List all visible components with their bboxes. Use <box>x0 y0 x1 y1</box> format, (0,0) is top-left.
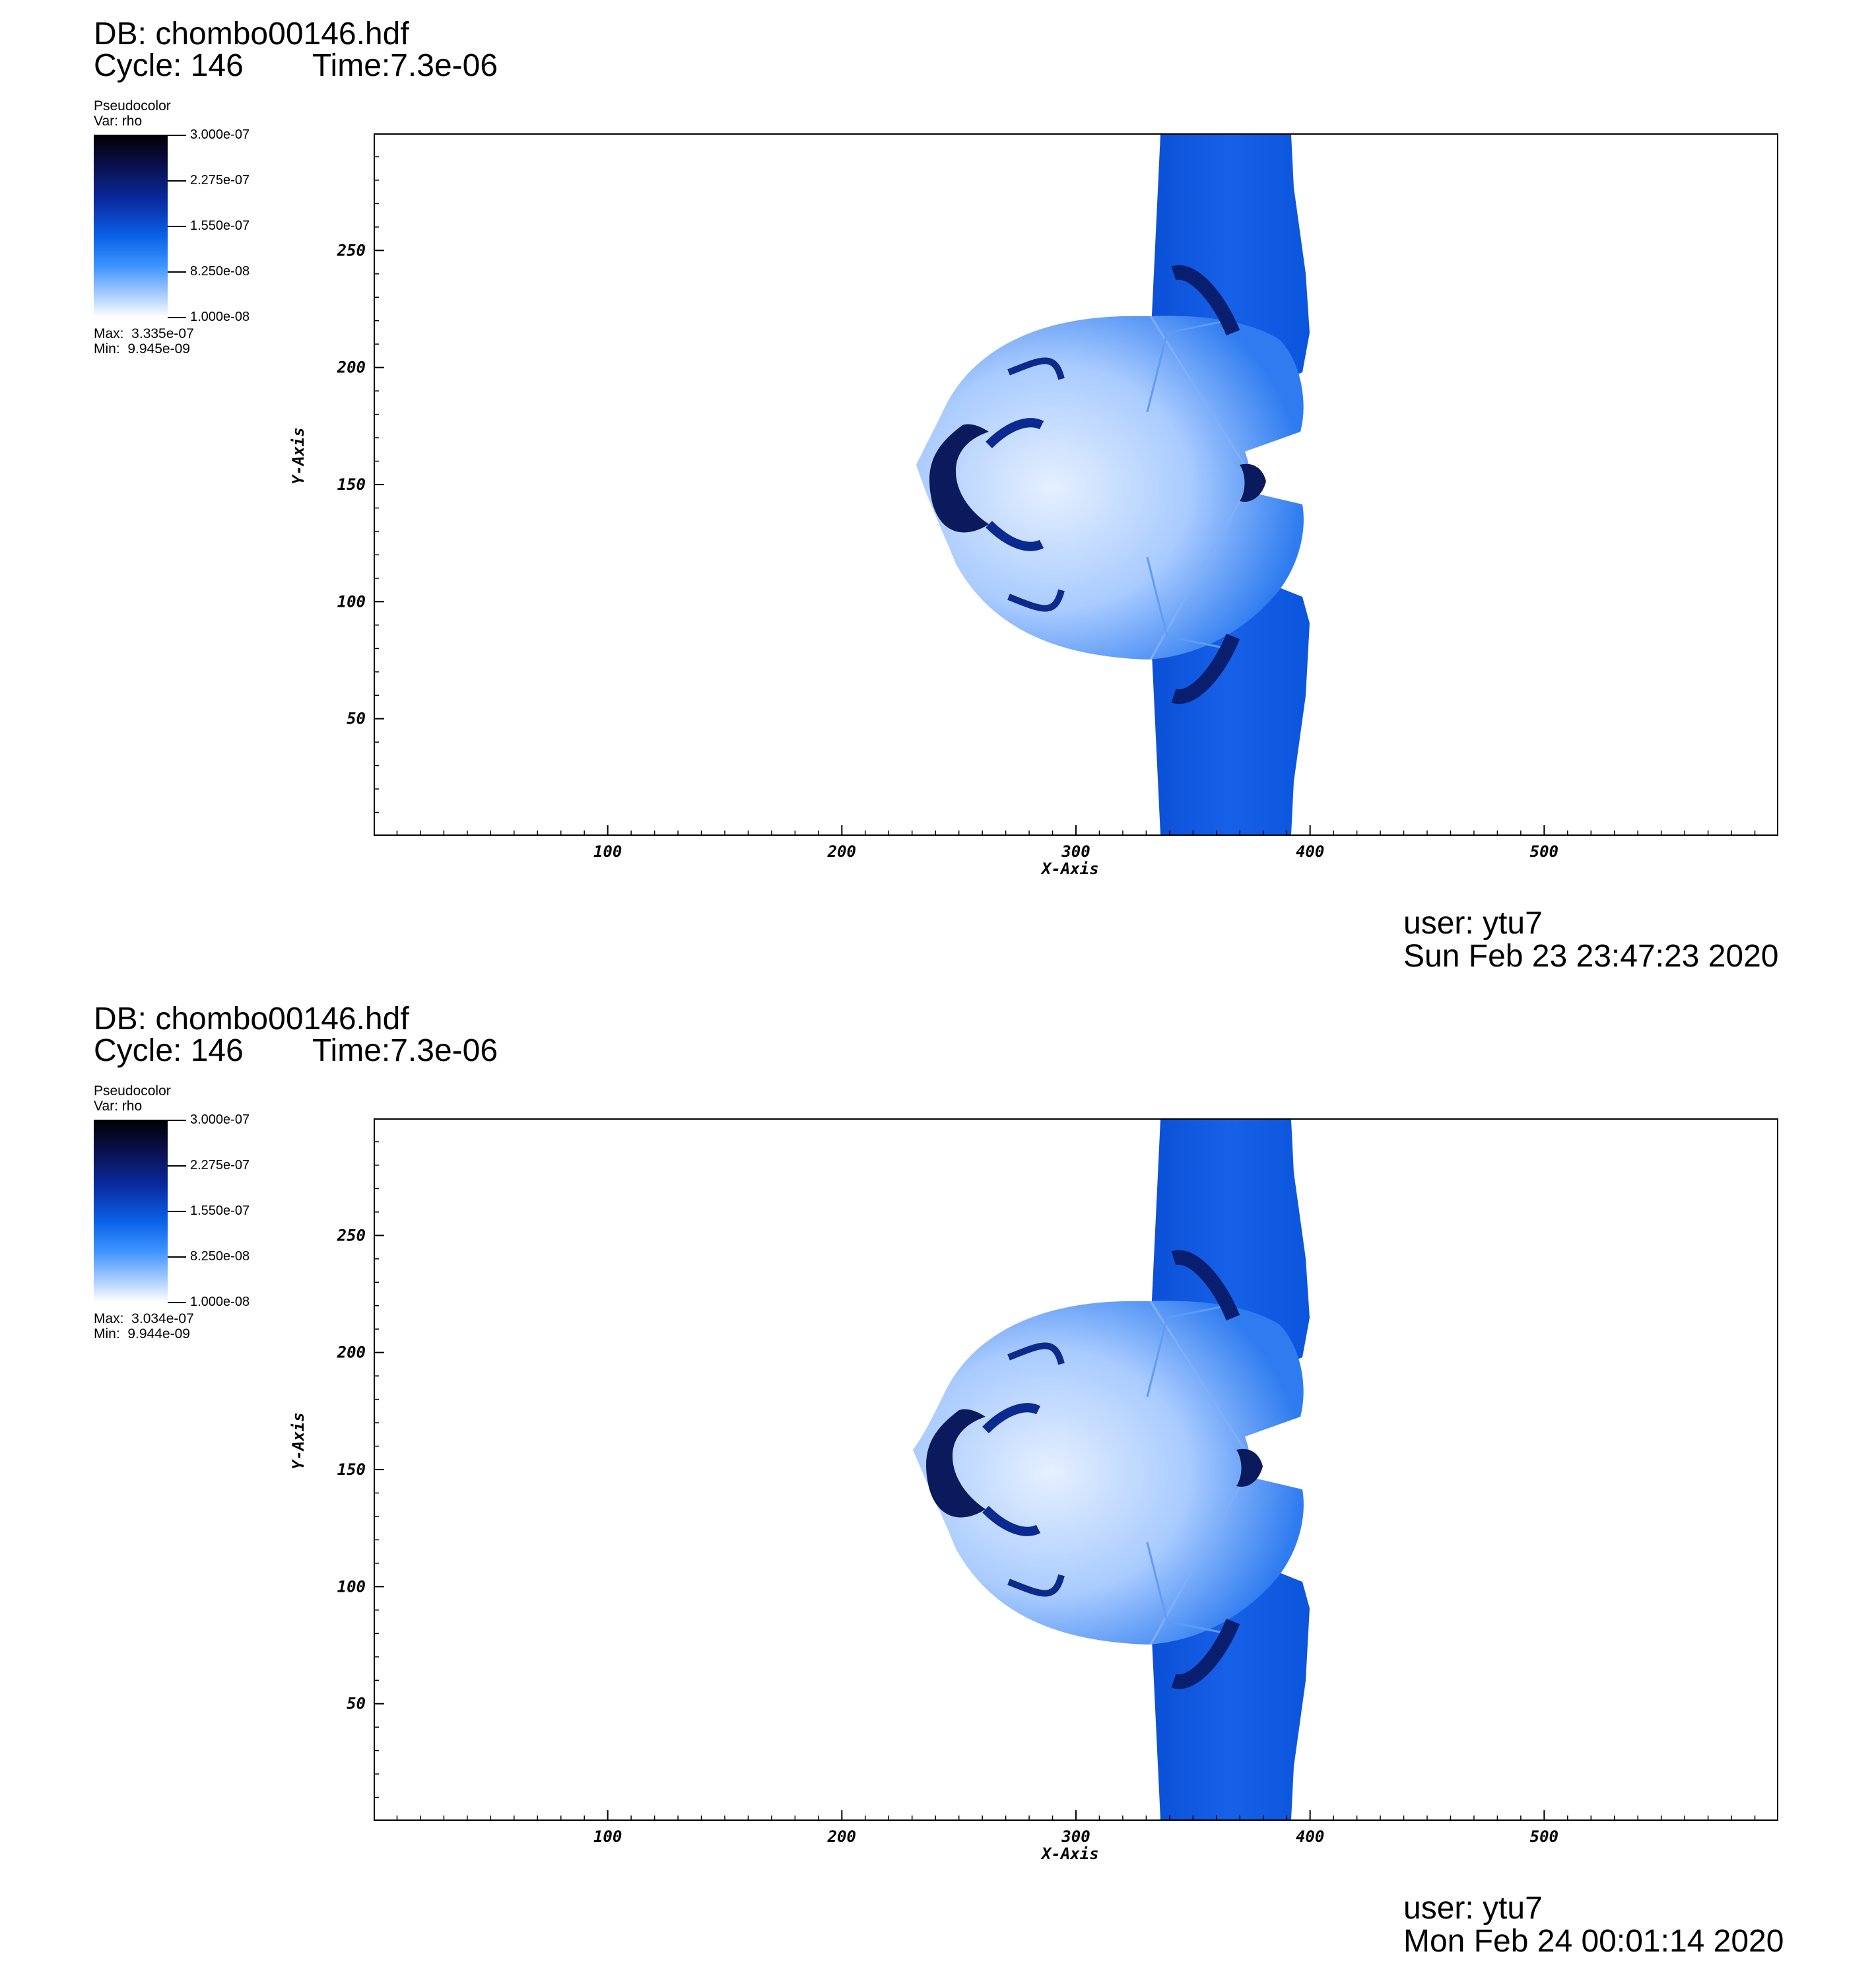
x-major-ticks: 100 200 300 400 500 <box>593 825 1558 861</box>
y-tick-label: 150 <box>337 1460 366 1479</box>
x-minor-ticks <box>396 1816 1756 1821</box>
bubble-region <box>913 1301 1304 1645</box>
y-tick-label: 100 <box>337 1577 366 1596</box>
plot-panel-1: DB: chombo00146.hdf Cycle: 146 Time:7.3e… <box>94 17 1779 974</box>
time-label: Time:7.3e-06 <box>312 1033 498 1068</box>
colorbar-tick-label: 8.250e-08 <box>190 1249 250 1264</box>
colorbar-tick <box>168 1256 186 1258</box>
legend-variable: Var: rho <box>94 114 143 129</box>
x-tick-label: 100 <box>593 1827 622 1846</box>
y-tick-label: 50 <box>347 710 366 728</box>
x-tick-label: 300 <box>1061 842 1090 861</box>
density-field <box>916 135 1310 834</box>
vortex-left <box>926 1409 986 1518</box>
colorbar-tick-label: 1.000e-08 <box>190 1295 250 1309</box>
colorbar-tick-label: 8.250e-08 <box>190 264 250 279</box>
x-tick-label: 100 <box>593 842 622 861</box>
colorbar-tick-label: 2.275e-07 <box>190 1158 250 1172</box>
plot-panel-2: DB: chombo00146.hdf Cycle: 146 Time:7.3e… <box>0 985 1876 1970</box>
database-label: DB: chombo00146.hdf <box>94 17 409 51</box>
colorbar-tick-label: 2.275e-07 <box>190 173 250 187</box>
y-tick-label: 200 <box>337 1343 366 1362</box>
x-tick-label: 300 <box>1061 1827 1090 1846</box>
colorbar-tick <box>168 135 186 136</box>
colorbar-tick-label: 1.550e-07 <box>190 1204 250 1218</box>
legend-variable: Var: rho <box>94 1099 143 1114</box>
axes: 100 200 300 400 500 50 100 150 200 250 <box>337 1141 1756 1846</box>
y-tick-label: 200 <box>337 358 366 377</box>
colorbar-tick <box>168 1120 186 1121</box>
x-tick-label: 400 <box>1296 1827 1324 1846</box>
bubble-region <box>916 316 1304 660</box>
colorbar <box>94 135 168 317</box>
legend-min: Min: 9.944e-09 <box>94 1326 190 1342</box>
colorbar-tick <box>168 1302 186 1303</box>
time-label: Time:7.3e-06 <box>312 48 498 83</box>
colorbar-tick <box>168 317 186 318</box>
user-label: user: ytu7 <box>1403 1891 1543 1926</box>
legend-max: Max: 3.335e-07 <box>94 326 194 341</box>
y-tick-label: 250 <box>337 1226 366 1244</box>
user-label: user: ytu7 <box>1403 906 1543 941</box>
x-axis-title: X-Axis <box>1042 1845 1099 1863</box>
y-axis-title: Y-Axis <box>289 427 308 485</box>
x-tick-label: 500 <box>1530 1827 1558 1846</box>
y-major-ticks: 50 100 150 200 250 <box>337 1226 384 1713</box>
cycle-label: Cycle: 146 <box>94 48 244 83</box>
y-major-ticks: 50 100 150 200 250 <box>337 241 384 728</box>
density-field <box>913 1120 1310 1819</box>
y-tick-label: 150 <box>337 475 366 494</box>
colorbar-tick-label: 1.000e-08 <box>190 310 250 324</box>
colorbar-tick <box>168 226 186 227</box>
x-tick-label: 200 <box>827 1827 856 1846</box>
vortex-left <box>929 424 989 533</box>
colorbar-tick <box>168 180 186 182</box>
cycle-label: Cycle: 146 <box>94 1033 244 1068</box>
y-tick-label: 250 <box>337 241 366 259</box>
colorbar-tick <box>168 271 186 273</box>
colorbar-tick-label: 1.550e-07 <box>190 219 250 233</box>
x-tick-label: 200 <box>827 842 856 861</box>
y-tick-label: 50 <box>347 1695 366 1713</box>
legend-title: Pseudocolor <box>94 98 171 114</box>
axes: 100 200 300 400 500 50 100 150 200 250 <box>337 156 1756 861</box>
y-tick-label: 100 <box>337 592 366 611</box>
colorbar-tick <box>168 1165 186 1167</box>
x-tick-label: 400 <box>1296 842 1324 861</box>
legend-title: Pseudocolor <box>94 1083 171 1099</box>
colorbar-tick-label: 3.000e-07 <box>190 127 250 142</box>
colorbar-tick <box>168 1211 186 1212</box>
legend-min: Min: 9.945e-09 <box>94 341 190 357</box>
y-axis-title: Y-Axis <box>289 1412 308 1470</box>
date-label: Sun Feb 23 23:47:23 2020 <box>1403 939 1779 974</box>
legend-max: Max: 3.034e-07 <box>94 1311 194 1326</box>
database-label: DB: chombo00146.hdf <box>94 1002 409 1036</box>
x-tick-label: 500 <box>1530 842 1558 861</box>
colorbar <box>94 1120 168 1302</box>
date-label: Mon Feb 24 00:01:14 2020 <box>1403 1924 1784 1959</box>
colorbar-tick-label: 3.000e-07 <box>190 1112 250 1127</box>
vortex-right <box>1240 463 1266 502</box>
x-major-ticks: 100 200 300 400 500 <box>593 1810 1558 1846</box>
vortex-right <box>1236 1448 1263 1487</box>
x-axis-title: X-Axis <box>1042 860 1099 878</box>
